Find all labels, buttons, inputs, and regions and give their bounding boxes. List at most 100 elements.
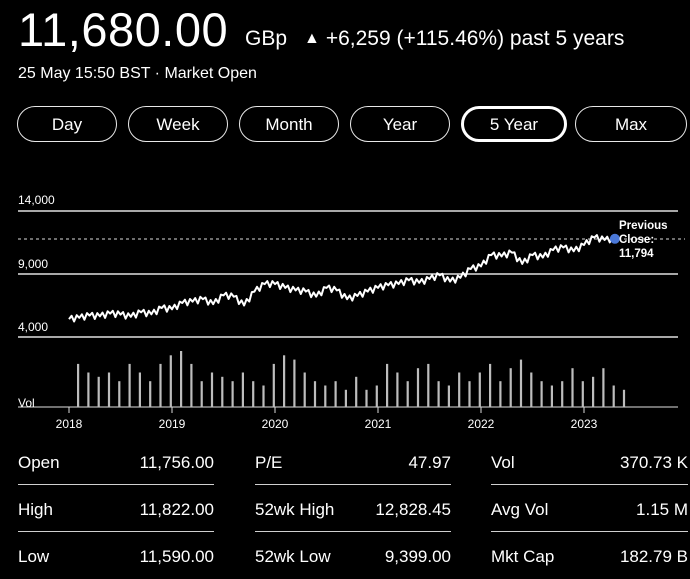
volume-bar <box>519 359 523 407</box>
volume-bar <box>210 372 214 407</box>
volume-bar <box>159 363 162 407</box>
volume-bar <box>221 376 224 407</box>
volume-bar <box>550 385 553 407</box>
volume-bar <box>375 385 378 407</box>
volume-bar <box>530 372 533 407</box>
range-button-week[interactable]: Week <box>128 106 228 142</box>
stat-value: 9,399.00 <box>384 547 451 566</box>
stat-label: Low <box>18 547 50 566</box>
volume-bar <box>540 381 543 407</box>
range-selector: Day Week Month Year 5 Year Max <box>17 106 690 144</box>
previous-close-label-line1: Previous <box>619 220 668 232</box>
price-value: 11,680.00 <box>18 3 229 56</box>
volume-bar <box>97 376 100 407</box>
stat-mkt-cap: Mkt Cap 182.79 B <box>491 532 688 578</box>
volume-bar <box>324 385 327 407</box>
volume-bar <box>355 376 358 407</box>
volume-bar <box>509 368 512 407</box>
price-change: ▲ +6,259 (+115.46%) past 5 years <box>304 27 624 51</box>
volume-bar <box>561 381 564 407</box>
range-button-max[interactable]: Max <box>575 106 687 142</box>
volume-bar <box>118 381 121 407</box>
stat-high: High 11,822.00 <box>18 485 214 532</box>
volume-bar <box>571 368 574 407</box>
x-tick-label: 2022 <box>468 417 495 431</box>
volume-bar <box>396 372 399 407</box>
stat-avg-vol: Avg Vol 1.15 M <box>491 485 688 532</box>
volume-bar <box>334 381 337 407</box>
stat-label: Vol <box>491 453 515 472</box>
volume-bar <box>581 381 584 407</box>
volume-bars <box>77 351 626 407</box>
volume-bar <box>128 363 131 407</box>
volume-bar <box>602 368 605 407</box>
volume-bar <box>200 381 203 407</box>
range-button-5-year[interactable]: 5 Year <box>461 106 567 142</box>
stat-label: P/E <box>255 453 283 472</box>
volume-bar <box>252 381 255 407</box>
stats-grid: Open 11,756.00 High 11,822.00 Low 11,590.00… <box>0 438 690 579</box>
stat-label: 52wk Low <box>255 547 331 566</box>
volume-bar <box>447 385 450 407</box>
volume-bar <box>180 351 183 407</box>
price-chart: 14,000 9,000 4,000 Vol Previous Close: 1… <box>18 193 685 431</box>
stat-52wk-high: 52wk High 12,828.45 <box>255 485 451 532</box>
volume-bar <box>149 381 152 407</box>
volume-bar <box>365 389 368 407</box>
stat-value: 1.15 M <box>636 500 688 519</box>
volume-bar <box>313 381 317 407</box>
volume-bar <box>489 363 492 407</box>
stat-value: 47.97 <box>408 453 451 472</box>
stat-value: 11,822.00 <box>139 500 214 519</box>
stat-label: Open <box>18 453 60 472</box>
volume-bar <box>272 363 275 407</box>
volume-bar <box>231 381 234 407</box>
price-change-text: +6,259 (+115.46%) past 5 years <box>325 27 625 50</box>
stat-value: 11,590.00 <box>139 547 214 566</box>
volume-bar <box>612 385 615 407</box>
volume-bar <box>293 359 296 407</box>
volume-label: Vol <box>18 396 35 410</box>
stat-label: High <box>18 500 53 519</box>
stat-open: Open 11,756.00 <box>18 438 214 485</box>
stat-pe: P/E 47.97 <box>255 438 451 485</box>
x-tick-label: 2019 <box>159 417 186 431</box>
previous-close-label-value: 11,794 <box>619 248 654 260</box>
volume-bar <box>592 376 595 407</box>
stat-label: Mkt Cap <box>491 547 555 566</box>
volume-bar <box>190 363 193 407</box>
y-tick-14000: 14,000 <box>18 193 55 207</box>
previous-close-label-line2: Close: <box>619 234 654 246</box>
volume-bar <box>283 355 286 407</box>
stat-low: Low 11,590.00 <box>18 532 214 578</box>
range-button-year[interactable]: Year <box>350 106 450 142</box>
volume-bar <box>427 363 430 407</box>
volume-bar <box>499 381 502 407</box>
stat-value: 370.73 K <box>619 453 688 472</box>
x-tick-label: 2023 <box>571 417 598 431</box>
volume-bar <box>303 372 306 407</box>
volume-bar <box>241 372 244 407</box>
price-line <box>68 234 616 323</box>
volume-bar <box>262 385 265 407</box>
stat-value: 12,828.45 <box>375 500 451 519</box>
stat-value: 182.79 B <box>619 547 688 566</box>
y-tick-9000: 9,000 <box>18 257 48 271</box>
stat-label: 52wk High <box>255 500 335 519</box>
range-button-day[interactable]: Day <box>17 106 117 142</box>
range-button-month[interactable]: Month <box>239 106 339 142</box>
volume-bar <box>87 372 90 407</box>
volume-bar <box>458 372 461 407</box>
y-tick-4000: 4,000 <box>18 320 48 334</box>
volume-bar <box>622 389 626 407</box>
volume-bar <box>468 381 471 407</box>
volume-bar <box>77 363 80 407</box>
volume-bar <box>169 355 172 407</box>
volume-bar <box>344 389 347 407</box>
x-tick-label: 2021 <box>365 417 392 431</box>
stat-52wk-low: 52wk Low 9,399.00 <box>255 532 451 578</box>
volume-bar <box>416 368 420 407</box>
x-tick-label: 2020 <box>262 417 289 431</box>
up-arrow-icon: ▲ <box>304 30 320 47</box>
volume-bar <box>437 381 440 407</box>
